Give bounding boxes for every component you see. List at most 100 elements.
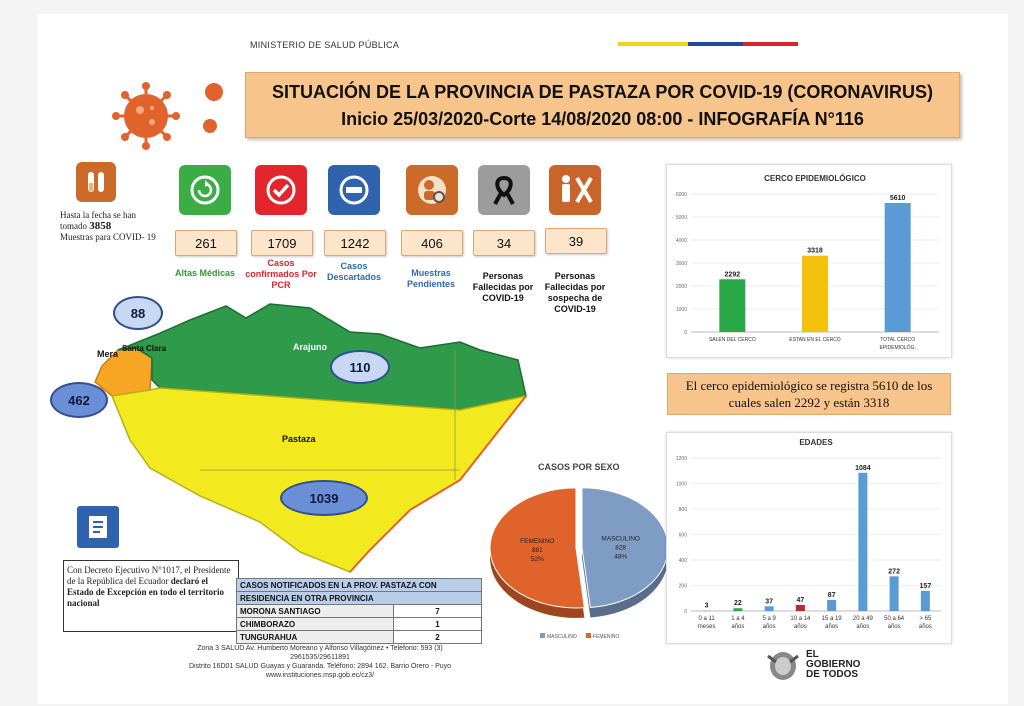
table-cell-province: MORONA SANTIAGO (236, 604, 394, 618)
table-subheader: RESIDENCIA EN OTRA PROVINCIA (236, 591, 482, 605)
legend-label: MASCULINO (547, 634, 577, 640)
y-tick-label: 6000 (676, 192, 687, 198)
data-label: 3318 (807, 248, 823, 255)
ages-bar-chart: EDADES 0 200 400 600 800 1000 1200 3 0 a 11 meses 2… (676, 438, 941, 630)
test-tube-icon (76, 162, 116, 202)
bar (884, 202, 911, 332)
x-tick-label: EPIDEMIOLÓG. (879, 344, 915, 351)
samples-note: Hasta la fecha se han tomado 3858 Muestr… (60, 210, 160, 243)
bar (889, 576, 899, 611)
map-label-arajuno: Arajuno (293, 342, 328, 352)
sex-pie-chart: MASCULINO 828 48% FEMENINO 881 52% MASCULINO FE… (489, 487, 669, 640)
suspected-deaths-label: Personas Fallecidas por sospecha de COVI… (544, 271, 606, 314)
logo-line-2: GOBIERNO (806, 659, 861, 670)
data-label: 87 (828, 592, 836, 599)
x-tick-label: 15 a 19 (822, 616, 843, 622)
y-tick-label: 0 (684, 330, 687, 336)
ages-chart-panel: EDADES 0 200 400 600 800 1000 1200 3 0 a 11 meses 2… (666, 432, 952, 644)
x-tick-label: > 65 (919, 616, 932, 622)
bar (733, 608, 743, 611)
x-tick-label: años (825, 624, 838, 630)
ecuador-seal-icon (767, 652, 799, 680)
data-label: 47 (796, 597, 804, 604)
pending-value: 406 (401, 230, 463, 256)
map-label-mera: Mera (97, 349, 119, 359)
suspected-deaths-value: 39 (545, 228, 607, 254)
x-tick-label: 1 a 4 (731, 616, 745, 622)
data-label: 3 (705, 603, 709, 610)
legend-swatch (540, 633, 545, 638)
discarded-value: 1242 (324, 230, 386, 256)
y-tick-label: 400 (679, 558, 688, 564)
ministry-label: MINISTERIO DE SALUD PÚBLICA (250, 40, 400, 50)
table-header-row: RESIDENCIA EN OTRA PROVINCIA (236, 591, 482, 605)
cases-other-province-table: CASOS NOTIFICADOS EN LA PROV. PASTAZA CO… (236, 578, 482, 644)
data-label: 272 (888, 568, 900, 575)
pending-label: Muestras Pendientes (406, 268, 455, 289)
recovered-label: Altas Médicas (174, 268, 236, 278)
cerco-chart-panel: CERCO EPIDEMIOLÓGICO 0 1000 2000 3000 4000 500… (666, 164, 952, 358)
samples-suffix: Muestras para COVID- 19 (60, 232, 156, 242)
footer-line: Zona 3 SALUD Av. Humberto Moreano y Alfo… (197, 645, 443, 652)
decree-bold-text: declaró el Estado de Excepción en todo e… (67, 576, 224, 608)
recovered-value: 261 (175, 230, 237, 256)
x-tick-label: años (888, 624, 901, 630)
y-tick-label: 1000 (676, 307, 687, 313)
y-tick-label: 0 (684, 609, 687, 615)
y-tick-label: 4000 (676, 238, 687, 244)
logo-line-3: DE TODOS (806, 669, 859, 680)
bar (795, 605, 805, 611)
confirmed-value: 1709 (251, 230, 313, 256)
y-tick-label: 1200 (676, 456, 687, 462)
decree-text: Con Decreto Ejecutivo N°1017, el Preside… (67, 565, 231, 586)
y-tick-label: 3000 (676, 261, 687, 267)
table-cell-count: 1 (393, 617, 482, 631)
pie-slice (489, 487, 585, 609)
count-santa-clara: 88 (113, 296, 163, 330)
logo-line-1: EL (806, 649, 819, 660)
discarded-label: Casos Descartados (326, 261, 382, 282)
x-tick-label: 50 a 64 (884, 616, 905, 622)
table-cell-count: 2 (393, 630, 482, 644)
y-tick-label: 200 (679, 584, 688, 590)
map-border (349, 395, 527, 573)
samples-count: 3858 (89, 220, 112, 232)
footer-line: 2961535/29611891 (290, 654, 350, 661)
samples-prefix: Hasta la fecha se han tomado (60, 210, 136, 231)
map-label-santa-clara: Santa Clara (122, 344, 167, 353)
table-cell-count: 7 (393, 604, 482, 618)
slice-value: 828 (615, 544, 626, 551)
data-label: 5610 (890, 195, 906, 202)
x-tick-label: años (794, 624, 807, 630)
map-region-arajuno (117, 303, 527, 411)
confirmed-icon (255, 165, 307, 215)
bar (719, 279, 746, 332)
cerco-summary-box: El cerco epidemiológico se registra 5610… (667, 373, 951, 415)
x-tick-label: ESTAN EN EL CERCO (789, 337, 841, 343)
x-tick-label: meses (698, 624, 716, 630)
legend-swatch (586, 633, 591, 638)
legend-label: FEMENINO (593, 634, 620, 640)
pie-chart-title: CASOS POR SEXO (538, 462, 620, 472)
footer-line: Distrito 16D01 SALUD Guayas y Guaranda. … (188, 663, 452, 670)
x-tick-label: años (856, 624, 869, 630)
data-label: 37 (765, 598, 773, 605)
data-label: 1084 (855, 465, 871, 472)
table-header: CASOS NOTIFICADOS EN LA PROV. PASTAZA CO… (236, 578, 482, 592)
footer-line: www.instituciones.msp.gob.ec/cz3/ (265, 672, 375, 679)
document-icon (77, 506, 119, 548)
table-cell-province: TUNGURAHUA (236, 630, 394, 644)
table-row: TUNGURAHUA 2 (236, 630, 482, 644)
recovered-icon (179, 165, 231, 215)
data-label: 22 (734, 600, 742, 607)
data-label: 2292 (725, 271, 741, 278)
mourning-ribbon-icon (478, 165, 530, 215)
title-line-1: SITUACIÓN DE LA PROVINCIA DE PASTAZA POR… (271, 82, 934, 102)
confirmed-label: Casos confirmados Por PCR (245, 258, 317, 290)
y-tick-label: 600 (679, 533, 688, 539)
covid-deaths-value: 34 (473, 230, 535, 256)
table-header-row: CASOS NOTIFICADOS EN LA PROV. PASTAZA CO… (236, 578, 482, 592)
x-tick-label: 20 a 49 (853, 616, 874, 622)
count-pastaza: 1039 (280, 480, 368, 516)
